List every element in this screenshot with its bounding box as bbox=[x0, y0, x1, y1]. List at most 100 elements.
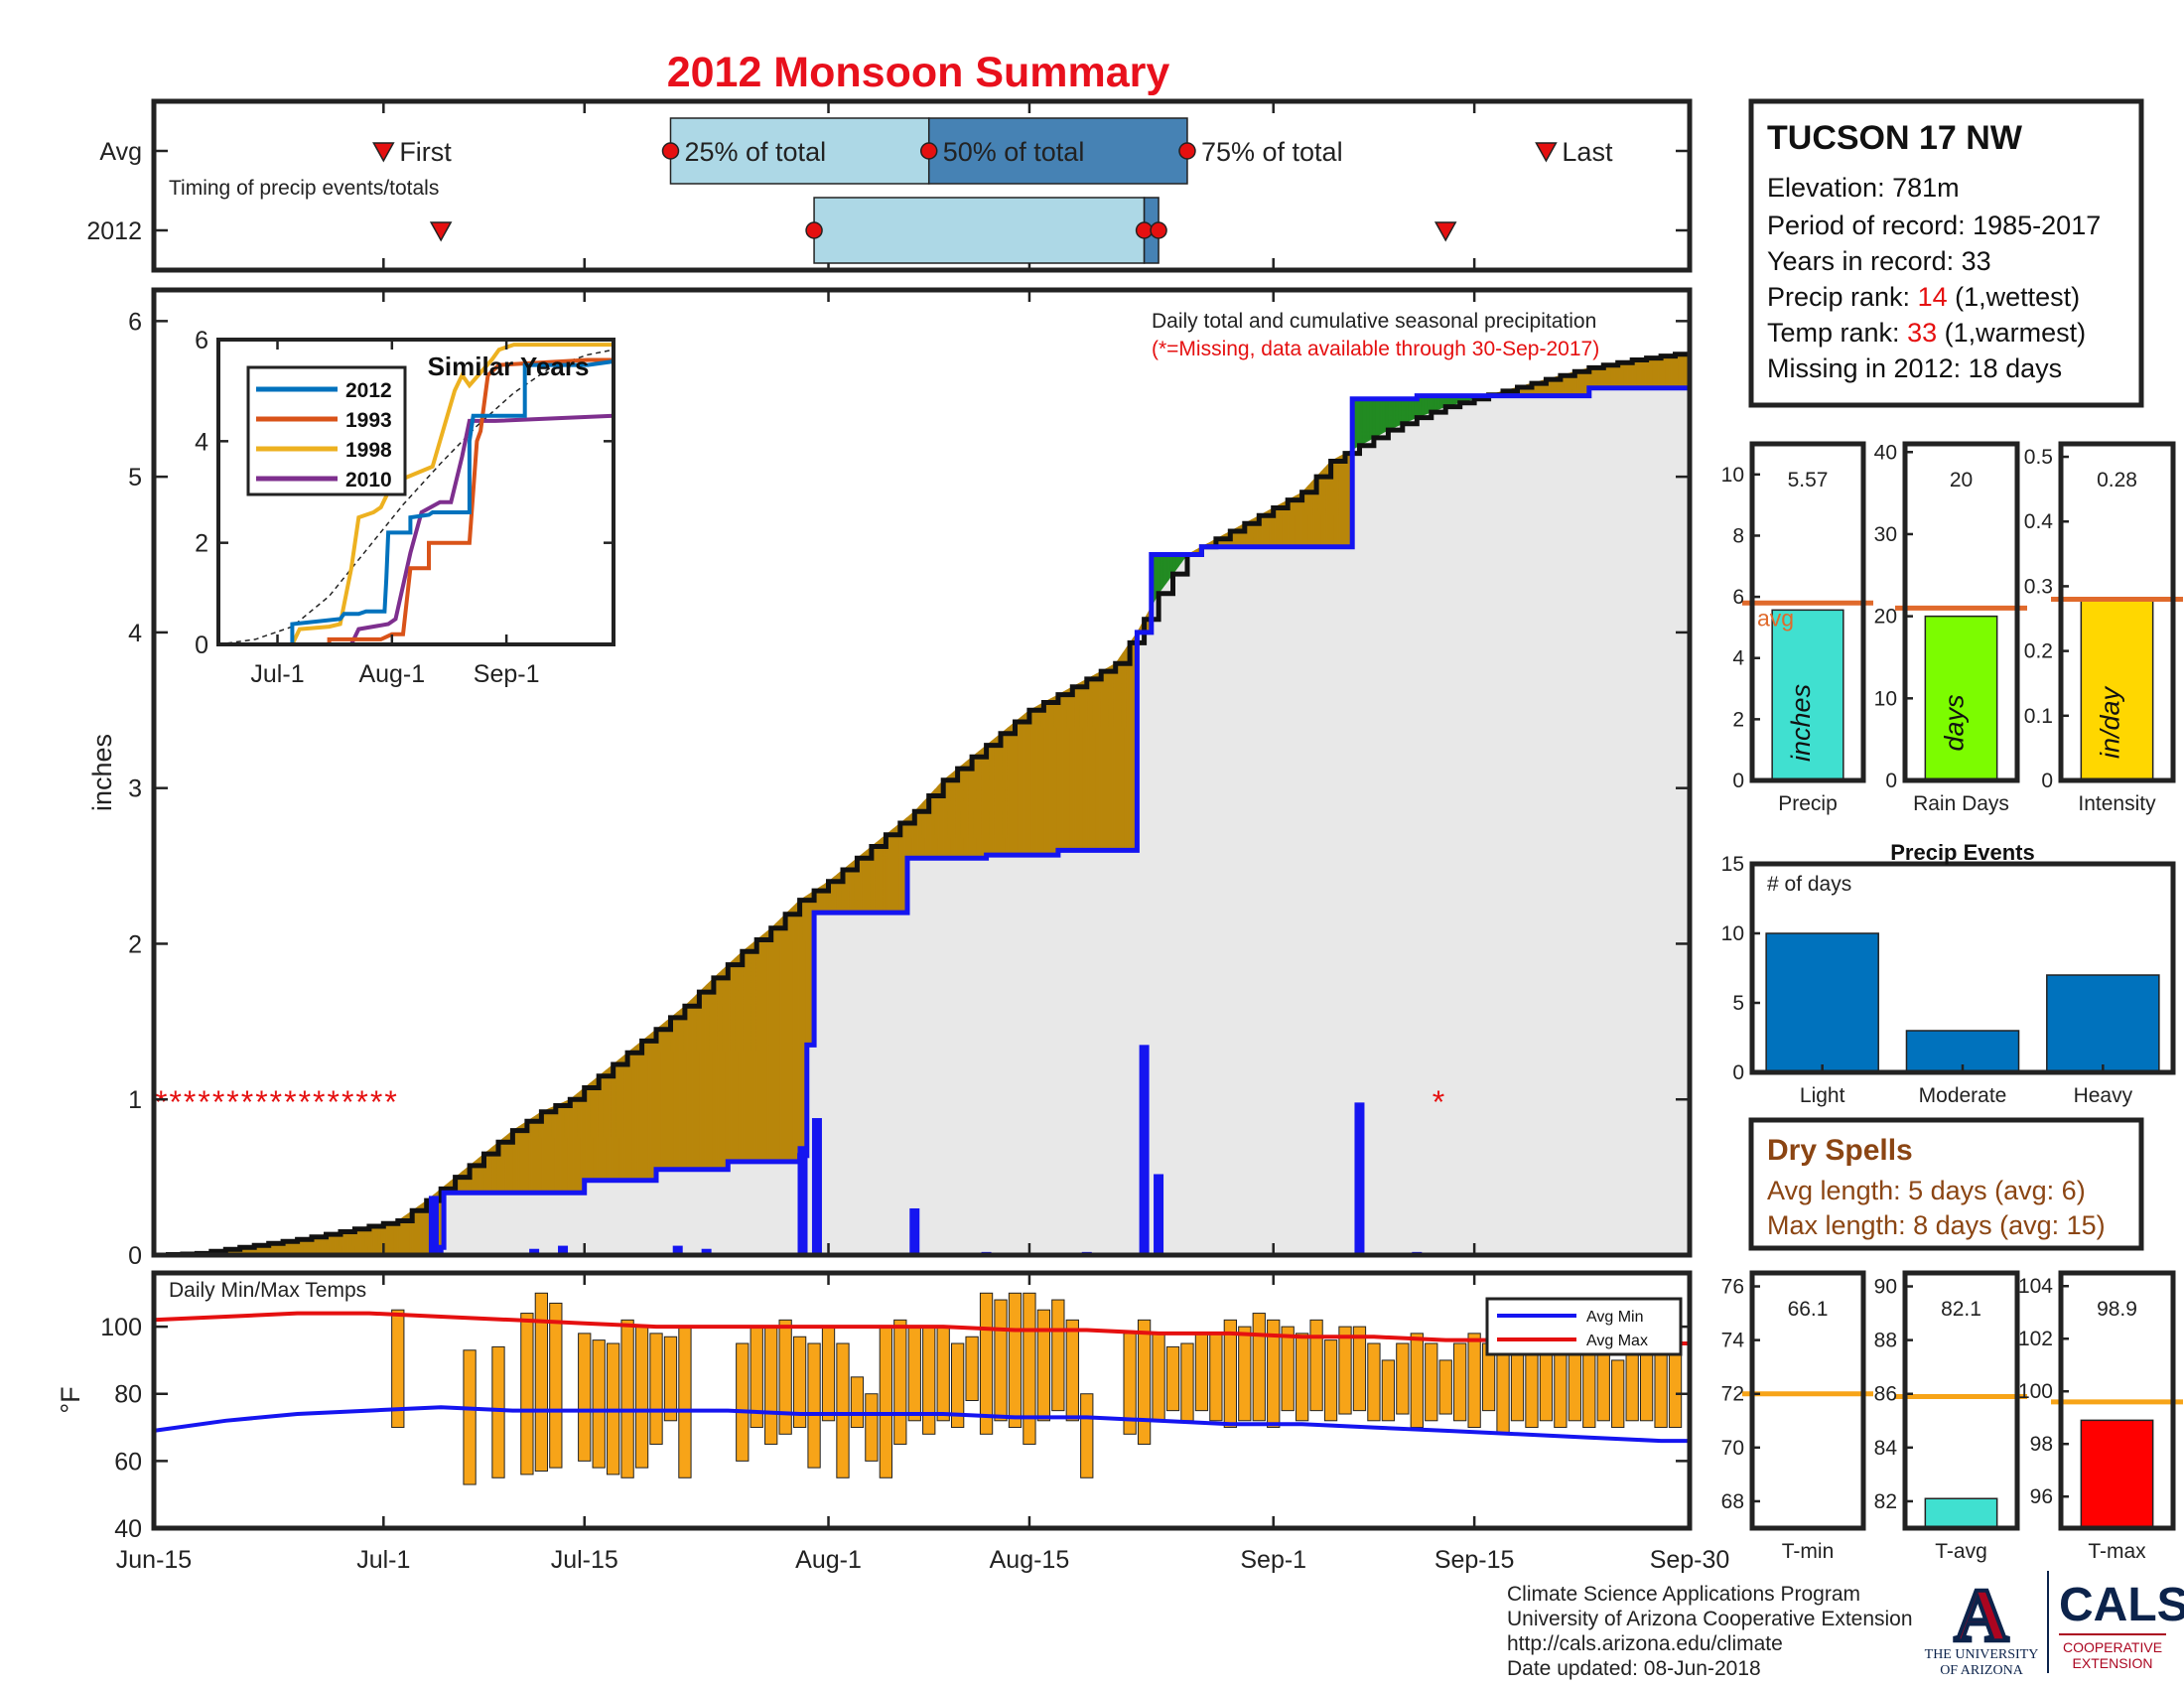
small-t-min-y-tick-label: 72 bbox=[1721, 1383, 1744, 1406]
missing-marker: * bbox=[226, 1084, 238, 1120]
small-precip-total-y-tick-label: 4 bbox=[1732, 647, 1744, 670]
station-precip-rank: Precip rank: 14 (1,wettest) bbox=[1767, 282, 2080, 312]
small-t-max-value: 98.9 bbox=[2097, 1298, 2137, 1321]
cals-logo: CALS COOPERATIVE EXTENSION bbox=[2059, 1579, 2184, 1671]
small-precip-total-bar bbox=[1771, 609, 1844, 781]
avg-max-line bbox=[153, 1311, 1690, 1345]
temp-range-bar bbox=[879, 1326, 892, 1478]
events-y-tick-label: 15 bbox=[1721, 853, 1744, 876]
small-t-min-frame bbox=[1749, 1270, 1866, 1531]
temp-range-bar bbox=[578, 1333, 592, 1462]
temp-range-bar bbox=[1525, 1345, 1539, 1429]
temp-range-bar bbox=[1023, 1292, 1036, 1445]
inset-series-2012 bbox=[218, 359, 614, 646]
temp-range-bar bbox=[520, 1313, 534, 1476]
label-last: Last bbox=[1562, 137, 1613, 167]
temp-range-bar bbox=[1438, 1359, 1452, 1415]
temp-range-bar bbox=[1554, 1345, 1568, 1429]
temp-range-bar bbox=[821, 1326, 836, 1422]
inset-series-1993 bbox=[218, 357, 614, 646]
cals-sub-2: EXTENSION bbox=[2073, 1655, 2153, 1671]
events-x-label: Light bbox=[1800, 1084, 1845, 1107]
events-ylabel: # of days bbox=[1767, 873, 1851, 896]
temp-range-bar bbox=[1467, 1333, 1481, 1429]
timing-row-avg: Avg bbox=[99, 138, 142, 166]
temp-range-bar bbox=[1281, 1326, 1295, 1412]
small-rain-days-xlabel: Rain Days bbox=[1913, 792, 2009, 815]
temp-range-bar bbox=[391, 1309, 405, 1429]
small-t-avg-bg bbox=[1905, 1273, 2017, 1528]
dry-spells-box: Dry Spells Avg length: 5 days (avg: 6) M… bbox=[1748, 1117, 2144, 1251]
inset-x-tick-label: Aug-1 bbox=[358, 660, 425, 688]
avg-25-marker bbox=[661, 142, 680, 160]
temp-range-bar bbox=[836, 1342, 850, 1478]
missing-marker: * bbox=[155, 1084, 167, 1120]
temp-range-bar bbox=[1352, 1326, 1367, 1412]
temps-title: Daily Min/Max Temps bbox=[169, 1279, 366, 1302]
temp-range-bar bbox=[807, 1342, 821, 1469]
small-intensity-unit-label: in/day bbox=[2096, 685, 2125, 759]
temps-x-tick-label: Jul-1 bbox=[356, 1546, 410, 1574]
daily-precip-bar bbox=[529, 1248, 540, 1255]
precip-events-chart: Light Moderate Heavy 0 5 10 15 Precip Events # o… bbox=[1721, 840, 2176, 1107]
small-t-min-y-tick-label: 70 bbox=[1721, 1437, 1744, 1460]
ua-text-1: THE UNIVERSITY bbox=[1925, 1647, 2039, 1662]
avg-50-marker bbox=[919, 142, 938, 160]
temp-range-bar bbox=[1008, 1292, 1023, 1429]
events-bar-heavy bbox=[2046, 974, 2160, 1073]
small-intensity-y-tick-label: 0.2 bbox=[2024, 640, 2053, 663]
main-y-tick-label: 3 bbox=[128, 775, 142, 803]
temp-range-bar bbox=[1223, 1319, 1237, 1429]
inset-y-tick-label: 2 bbox=[195, 530, 208, 558]
small-t-avg-xlabel: T-avg bbox=[1935, 1540, 1987, 1563]
temp-range-bar bbox=[1323, 1339, 1338, 1422]
temp-range-bar bbox=[979, 1292, 994, 1435]
temp-range-bar bbox=[1036, 1309, 1051, 1422]
avg-min-line bbox=[153, 1405, 1690, 1444]
small-t-min-y-tick-label: 74 bbox=[1721, 1330, 1745, 1352]
missing-marker: * bbox=[384, 1084, 396, 1120]
cals-text: CALS bbox=[2059, 1579, 2184, 1631]
temp-range-bar bbox=[965, 1336, 979, 1401]
small-t-max-frame bbox=[2058, 1270, 2176, 1531]
inset-y-tick-label: 4 bbox=[195, 428, 208, 456]
main-y-tick-label: 2 bbox=[128, 930, 142, 958]
missing-marker: * bbox=[1433, 1084, 1444, 1120]
temps-x-tick-label: Jul-15 bbox=[551, 1546, 618, 1574]
temp-range-bar bbox=[850, 1376, 865, 1429]
small-precip-total-unit-label: inches bbox=[1786, 684, 1816, 762]
station-name: TUCSON 17 NW bbox=[1767, 119, 2023, 157]
small-intensity-y-tick-label: 0.5 bbox=[2024, 446, 2053, 469]
temp-range-bar bbox=[1510, 1349, 1525, 1422]
timing-row-2012: 2012 bbox=[86, 217, 142, 245]
daily-temps-chart: 40 60 80 100 Jun-15 Jul-1 Jul-15 Aug-1 Aug-15 Sep… bbox=[56, 1270, 1730, 1574]
station-temp-rank: Temp rank: 33 (1,warmest) bbox=[1767, 318, 2086, 348]
temps-x-tick-label: Sep-15 bbox=[1434, 1546, 1515, 1574]
cum-2012-area bbox=[154, 387, 1690, 1255]
inset-frame bbox=[216, 338, 615, 646]
missing-marker: * bbox=[212, 1084, 224, 1120]
missing-marker: * bbox=[284, 1084, 296, 1120]
temp-range-bar bbox=[764, 1326, 778, 1445]
temp-range-bar bbox=[1295, 1333, 1309, 1422]
temps-x-tick-label: Sep-30 bbox=[1650, 1546, 1730, 1574]
temp-range-bar bbox=[994, 1299, 1008, 1422]
temp-range-bar bbox=[792, 1336, 807, 1429]
daily-precip-bar bbox=[1154, 1174, 1164, 1255]
temp-range-bar bbox=[1180, 1342, 1194, 1422]
main-y-tick-label: 5 bbox=[128, 464, 142, 492]
events-frame bbox=[1749, 861, 2176, 1075]
daily-precip-bar bbox=[909, 1207, 920, 1255]
cals-sub-1: COOPERATIVE bbox=[2063, 1639, 2162, 1655]
footer-line-3: http://cals.arizona.edu/climate bbox=[1507, 1632, 1783, 1655]
temps-x-tick-label: Aug-15 bbox=[990, 1546, 1070, 1574]
station-period: Period of record: 1985-2017 bbox=[1767, 211, 2101, 240]
label-50: 50% of total bbox=[943, 137, 1085, 167]
timing-caption: Timing of precip events/totals bbox=[169, 177, 439, 200]
main-frame bbox=[151, 287, 1693, 1258]
inset-legend-label: 1993 bbox=[345, 409, 392, 432]
small-t-avg-y-tick-label: 82 bbox=[1874, 1490, 1897, 1513]
small-t-avg-y-tick-label: 88 bbox=[1874, 1330, 1897, 1352]
temp-range-bar bbox=[1367, 1342, 1381, 1422]
